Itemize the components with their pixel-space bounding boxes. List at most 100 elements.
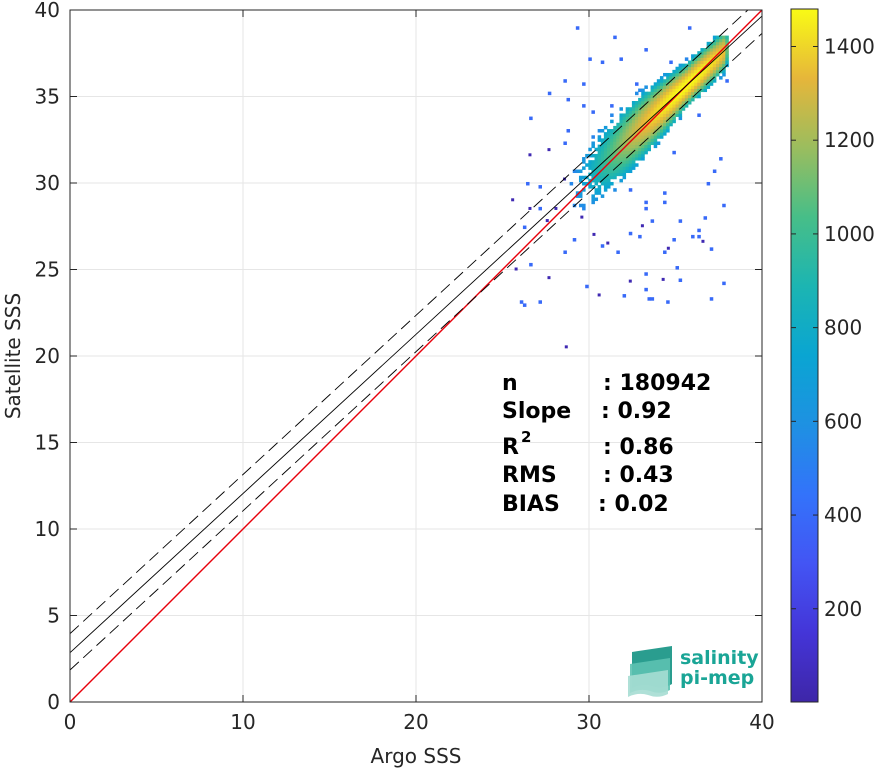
density-cell-261 <box>622 113 627 117</box>
density-cell-87 <box>597 178 602 183</box>
density-cell-553 <box>666 107 670 111</box>
density-cell-823 <box>719 76 723 80</box>
density-cell-789 <box>709 51 714 55</box>
density-cell-122 <box>603 185 608 189</box>
density-cell-310 <box>631 153 636 158</box>
density-cell-633 <box>678 79 683 83</box>
density-cell-629 <box>678 91 683 96</box>
density-cell-407 <box>644 125 648 130</box>
density-cell-425 <box>647 138 651 142</box>
density-cell-406 <box>644 129 648 133</box>
density-cell-204 <box>616 160 620 164</box>
density-cell-805 <box>712 44 717 49</box>
density-cell-532 <box>663 113 667 117</box>
density-cell-344 <box>635 110 639 114</box>
density-cell-639 <box>681 107 686 111</box>
density-cell-166 <box>610 160 614 164</box>
density-cell-747 <box>703 88 708 93</box>
density-cell-135 <box>603 144 608 149</box>
colorbar-ticks: 200 400 600 800 1000 1200 1400 <box>791 34 875 621</box>
density-cell-118 <box>600 138 605 142</box>
stat-slope-label: Slope <box>502 399 571 424</box>
density-cell-30 <box>582 203 586 208</box>
outlier-point-12 <box>640 224 644 228</box>
density-cell-811 <box>715 66 720 71</box>
density-cell-628 <box>678 94 683 99</box>
density-cell-230 <box>619 135 623 139</box>
density-cell-763 <box>706 82 711 86</box>
density-cell-358 <box>638 135 642 139</box>
density-cell-34 <box>582 166 586 170</box>
logo-line2: pi-mep <box>680 667 754 689</box>
density-cell-42 <box>585 163 589 167</box>
density-cell-519 <box>659 85 664 89</box>
density-cell-21 <box>575 169 580 174</box>
density-cell-134 <box>603 147 608 152</box>
outlier-point-8 <box>554 206 558 210</box>
density-cell-709 <box>694 66 698 71</box>
density-cell-683 <box>687 26 692 30</box>
density-cell-460 <box>650 88 655 93</box>
density-cell-814 <box>715 57 720 61</box>
density-cell-23 <box>578 203 583 208</box>
density-cell-13 <box>566 129 571 133</box>
density-cell-339 <box>635 125 639 130</box>
density-cell-723 <box>697 76 701 80</box>
density-cell-585 <box>672 119 676 124</box>
density-cell-362 <box>638 122 642 127</box>
density-cell-597 <box>672 82 676 86</box>
density-cell-565 <box>669 122 673 127</box>
density-cell-482 <box>653 82 658 86</box>
density-cell-285 <box>628 169 633 174</box>
density-cell-437 <box>647 100 651 105</box>
density-cell-470 <box>653 119 658 124</box>
density-cell-434 <box>647 110 651 114</box>
density-cell-292 <box>628 147 633 152</box>
density-cell-277 <box>625 122 630 127</box>
density-cell-777 <box>709 297 714 301</box>
density-cell-318 <box>631 129 636 133</box>
density-cell-728 <box>697 60 701 65</box>
density-cell-375 <box>641 147 645 152</box>
density-cell-542 <box>663 82 667 86</box>
density-cell-596 <box>672 85 676 89</box>
density-cell-568 <box>669 113 673 117</box>
density-cell-562 <box>666 79 670 83</box>
colorbar-gradient <box>790 8 819 703</box>
density-cell-504 <box>659 132 664 136</box>
density-cell-634 <box>678 76 683 80</box>
density-cell-673 <box>687 88 692 93</box>
density-cell-12 <box>563 79 567 83</box>
density-cell-368 <box>638 104 642 108</box>
density-cell-682 <box>687 60 692 65</box>
density-cell-168 <box>610 153 614 158</box>
ticks: 0 10 20 30 40 0 5 10 15 20 25 30 35 40 <box>35 0 775 734</box>
density-cell-298 <box>628 129 633 133</box>
density-cell-404 <box>644 135 648 139</box>
density-cell-836 <box>722 281 726 286</box>
density-cell-849 <box>722 38 726 43</box>
logo-wave-icon <box>628 646 672 697</box>
density-cell-89 <box>597 172 602 177</box>
density-cell-71 <box>594 191 599 195</box>
x-tick-label-4: 40 <box>749 710 774 734</box>
density-cell-438 <box>647 97 651 102</box>
x-tick-label-1: 10 <box>230 710 255 734</box>
density-cell-676 <box>687 79 692 83</box>
density-cell-545 <box>666 300 670 304</box>
density-cell-288 <box>628 160 633 164</box>
density-cell-116 <box>600 144 605 149</box>
density-cell-726 <box>697 66 701 71</box>
density-cell-167 <box>610 157 614 161</box>
density-cell-244 <box>622 166 627 170</box>
density-cell-133 <box>603 150 608 155</box>
density-cell-848 <box>722 41 726 46</box>
density-cell-355 <box>638 144 642 149</box>
density-cell-832 <box>719 44 723 49</box>
reference-lines <box>70 10 762 702</box>
density-cell-595 <box>672 88 676 93</box>
density-cell-258 <box>622 122 627 127</box>
density-cell-52 <box>588 147 592 152</box>
density-cell-773 <box>706 51 711 55</box>
